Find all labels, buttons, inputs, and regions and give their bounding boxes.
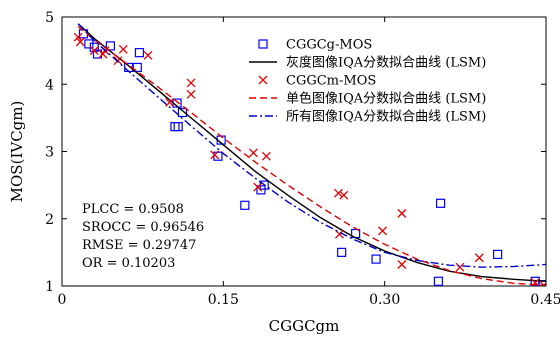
legend: CGGCg-MOS 灰度图像IQA分数拟合曲线 (LSM) CGGCm-MOS 单色图… (249, 38, 486, 125)
x-point (339, 190, 349, 200)
x-point (397, 208, 407, 218)
legend-marker-swatch (258, 75, 268, 85)
legend-entry: 灰度图像IQA分数拟合曲线 (LSM) (249, 55, 486, 71)
legend-label: 单色图像IQA分数拟合曲线 (LSM) (286, 91, 486, 107)
square-point (433, 276, 444, 286)
x-tick-label: 0.15 (208, 292, 239, 308)
stats-line: OR = 0.10203 (82, 256, 175, 271)
x-point (73, 32, 83, 42)
x-point (118, 44, 128, 54)
y-tick-label: 1 (45, 279, 54, 295)
legend-entry: CGGCm-MOS (258, 74, 376, 89)
x-point (397, 260, 407, 269)
x-point (333, 188, 343, 198)
x-point (378, 226, 387, 236)
x-point (530, 278, 540, 286)
legend-label: CGGCm-MOS (286, 74, 376, 89)
x-point (210, 150, 220, 160)
legend-entry: CGGCg-MOS (258, 38, 372, 53)
y-tick-label: 3 (45, 145, 54, 161)
square-point (84, 39, 94, 49)
series-line-4 (77, 23, 546, 268)
square-point (256, 185, 266, 195)
x-point (113, 56, 123, 66)
x-point (75, 37, 85, 47)
series-line-3 (77, 25, 546, 286)
x-point (261, 151, 271, 161)
stats-annotation: PLCC = 0.9508 SROCC = 0.96546 RMSE = 0.297… (82, 202, 204, 271)
square-point (337, 247, 347, 257)
legend-label: CGGCg-MOS (286, 38, 372, 53)
y-axis-label: MOS(IVCgm) (8, 101, 26, 203)
x-point (143, 50, 153, 60)
x-point (474, 253, 484, 263)
square-point (435, 198, 446, 208)
x-tick-label: 0.45 (530, 292, 560, 308)
square-point (493, 249, 503, 259)
x-tick-label: 0 (58, 292, 67, 308)
x-point (253, 182, 263, 192)
y-tick-label: 4 (45, 77, 54, 93)
legend-label: 灰度图像IQA分数拟合曲线 (LSM) (286, 55, 486, 71)
square-point (371, 254, 381, 264)
x-point (455, 262, 465, 272)
square-point (132, 62, 142, 73)
x-point (248, 148, 258, 158)
series-layer (73, 23, 546, 286)
stats-line: SROCC = 0.96546 (82, 220, 204, 235)
x-point (89, 46, 99, 56)
x-point (165, 97, 175, 107)
square-point (240, 200, 250, 210)
legend-entry: 所有图像IQA分数拟合曲线 (LSM) (249, 110, 486, 125)
y-tick-label: 2 (45, 212, 54, 228)
y-tick-label: 5 (45, 10, 54, 26)
x-tick-label: 0.30 (369, 292, 400, 308)
legend-entry: 单色图像IQA分数拟合曲线 (LSM) (249, 91, 486, 107)
stats-line: PLCC = 0.9508 (82, 202, 184, 217)
legend-label: 所有图像IQA分数拟合曲线 (LSM) (286, 110, 486, 125)
square-point (134, 48, 145, 58)
stats-line: RMSE = 0.29747 (82, 238, 196, 253)
x-point (186, 89, 196, 99)
legend-marker-swatch (258, 39, 268, 49)
square-point (173, 122, 183, 132)
x-point (186, 78, 196, 88)
axis-ticks: 0 0.15 0.30 0.45 1 2 3 4 5 (45, 10, 560, 308)
square-point (105, 41, 116, 51)
square-point (177, 107, 188, 118)
square-point (170, 122, 180, 132)
x-axis-label: CGGCgm (269, 317, 340, 335)
